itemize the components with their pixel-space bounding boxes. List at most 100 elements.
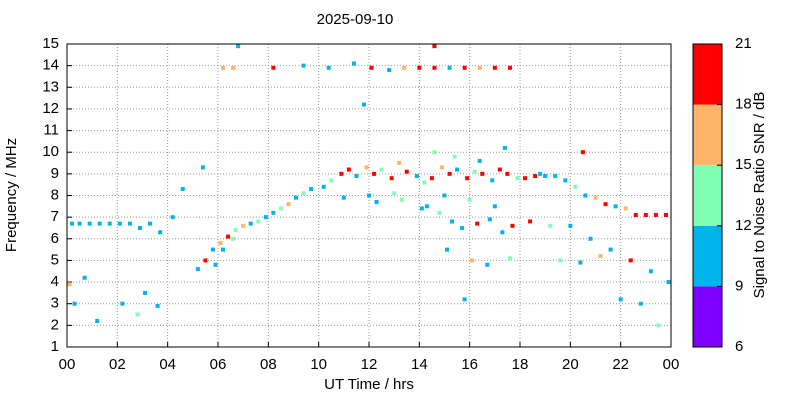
data-point [364, 165, 369, 170]
data-point [439, 165, 444, 170]
data-point [248, 221, 253, 226]
data-point [462, 65, 467, 70]
y-axis-label: Frequency / MHz [3, 138, 20, 252]
y-tick-label: 12 [42, 100, 59, 117]
data-point [623, 206, 628, 211]
data-point [309, 187, 314, 192]
colorbar-segment [693, 44, 722, 105]
data-point [666, 280, 671, 285]
x-tick-label: 14 [411, 356, 428, 373]
data-point [301, 63, 306, 68]
data-point [321, 184, 326, 189]
y-tick-label: 1 [51, 338, 59, 355]
data-point [553, 174, 558, 179]
data-point [263, 215, 268, 220]
data-point [447, 65, 452, 70]
x-tick-label: 06 [210, 356, 227, 373]
data-point [361, 102, 366, 107]
data-point [195, 267, 200, 272]
data-point [429, 176, 434, 181]
data-point [618, 297, 623, 302]
data-point [107, 221, 112, 226]
data-point [70, 221, 75, 226]
data-point [402, 65, 407, 70]
data-point [492, 204, 497, 209]
y-tick-label: 7 [51, 208, 59, 225]
data-point [95, 319, 100, 324]
x-tick-label: 04 [159, 356, 176, 373]
data-point [643, 212, 648, 217]
data-point [472, 169, 477, 174]
data-point [127, 221, 132, 226]
data-point [432, 65, 437, 70]
data-point [573, 184, 578, 189]
data-point [351, 61, 356, 66]
colorbar-tick-label: 12 [735, 217, 752, 234]
data-point [120, 301, 125, 306]
colorbar-segment [693, 165, 722, 226]
data-point [538, 171, 543, 176]
data-point [593, 195, 598, 200]
data-point [442, 193, 447, 198]
data-point [580, 150, 585, 155]
data-point [278, 206, 283, 211]
data-point [477, 65, 482, 70]
data-point [256, 219, 261, 224]
data-point [663, 212, 668, 217]
data-point [271, 65, 276, 70]
data-point [233, 228, 238, 233]
data-point [462, 297, 467, 302]
data-point [424, 204, 429, 209]
data-point [477, 158, 482, 163]
colorbar-label: Signal to Noise Ratio SNR / dB [751, 92, 768, 299]
data-point [397, 161, 402, 166]
data-point [638, 301, 643, 306]
data-point [329, 178, 334, 183]
data-point [447, 171, 452, 176]
data-point [533, 174, 538, 179]
data-point [432, 44, 437, 49]
data-point [510, 223, 515, 228]
data-point [500, 230, 505, 235]
data-point [507, 256, 512, 261]
y-tick-label: 11 [43, 122, 59, 139]
data-point [455, 167, 460, 172]
data-point [505, 171, 510, 176]
data-point [558, 258, 563, 263]
data-point [432, 150, 437, 155]
data-point [515, 176, 520, 181]
data-point [294, 195, 299, 200]
data-point [67, 282, 72, 287]
data-point [369, 65, 374, 70]
data-point [460, 225, 465, 230]
x-tick-label: 10 [310, 356, 327, 373]
data-point [548, 223, 553, 228]
data-point [392, 191, 397, 196]
data-point [470, 258, 475, 263]
x-tick-label: 16 [461, 356, 478, 373]
data-point [158, 230, 163, 235]
data-point [372, 171, 377, 176]
colorbar-segment [693, 104, 722, 166]
data-point [507, 65, 512, 70]
data-point [648, 269, 653, 274]
x-axis-label: UT Time / hrs [324, 376, 414, 393]
data-point [404, 169, 409, 174]
data-point [148, 221, 153, 226]
data-point [135, 312, 140, 317]
data-point [143, 290, 148, 295]
x-tick-label: 12 [361, 356, 378, 373]
y-tick-label: 5 [51, 251, 59, 268]
data-point [326, 65, 331, 70]
data-point [492, 65, 497, 70]
data-point [528, 219, 533, 224]
colorbar-tick-label: 9 [735, 277, 743, 294]
data-point [414, 174, 419, 179]
y-tick-label: 8 [51, 186, 59, 203]
data-point [583, 193, 588, 198]
data-point [231, 236, 236, 241]
colorbar-tick-label: 18 [735, 96, 752, 113]
x-tick-label: 00 [59, 356, 76, 373]
data-point [563, 178, 568, 183]
